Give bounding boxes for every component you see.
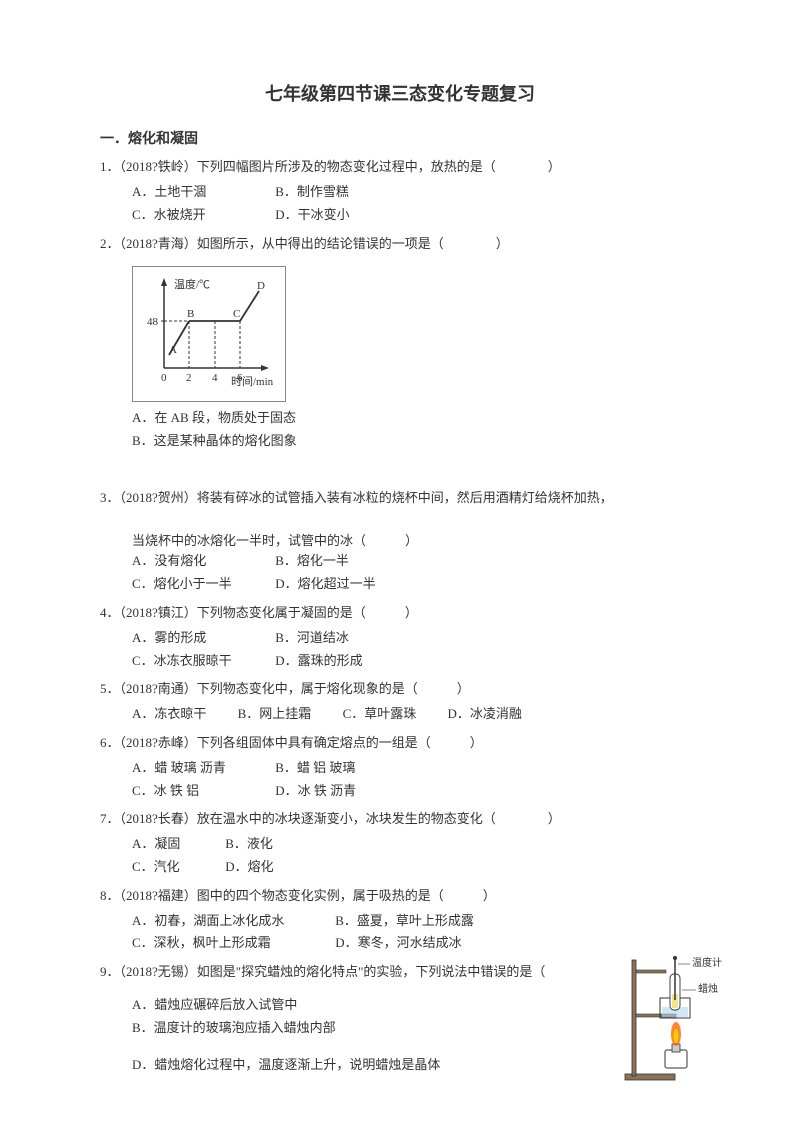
q9-text: 9．（2018?无锡）如图是"探究蜡烛的熔化特点"的实验，下列说法中错误的是（ — [100, 962, 700, 983]
q2-text: 2．（2018?青海）如图所示，从中得出的结论错误的一项是（ ） — [100, 234, 700, 255]
q6-option-a: A．蜡 玻璃 沥青 — [132, 758, 272, 779]
q7-option-c: C．汽化 — [132, 857, 222, 878]
question-4: 4．（2018?镇江）下列物态变化属于凝固的是（ ） A．雾的形成 B．河道结冰… — [100, 603, 700, 671]
q8-text: 8．（2018?福建）图中的四个物态变化实例，属于吸热的是（ ） — [100, 886, 700, 907]
question-7: 7．（2018?长春）放在温水中的冰块逐渐变小，冰块发生的物态变化（ ） A．凝… — [100, 809, 700, 877]
point-d: D — [257, 280, 265, 292]
q6-option-b: B．蜡 铝 玻璃 — [275, 760, 355, 775]
q9-option-a: A．蜡烛应碾碎后放入试管中 — [100, 995, 700, 1016]
q2-option-a: A．在 AB 段，物质处于固态 — [100, 408, 700, 429]
question-5: 5．（2018?南通）下列物态变化中，属于熔化现象的是（ ） A．冻衣晾干 B．… — [100, 679, 700, 725]
q3-text: 3．（2018?贺州）将装有碎冰的试管插入装有冰粒的烧杯中间，然后用酒精灯给烧杯… — [100, 488, 700, 509]
section-header: 一．熔化和凝固 — [100, 129, 700, 151]
q2-option-b: B．这是某种晶体的熔化图象 — [100, 431, 700, 452]
question-8: 8．（2018?福建）图中的四个物态变化实例，属于吸热的是（ ） A．初春，湖面… — [100, 886, 700, 954]
y-tick-48: 48 — [147, 316, 159, 328]
question-9: 9．（2018?无锡）如图是"探究蜡烛的熔化特点"的实验，下列说法中错误的是（ … — [100, 962, 700, 1075]
q1-text: 1．（2018?铁岭）下列四幅图片所涉及的物态变化过程中，放热的是（ ） — [100, 157, 700, 178]
q3-option-b: B．熔化一半 — [275, 553, 349, 568]
q5-option-b: B．网上挂霜 — [238, 704, 312, 725]
q5-option-a: A．冻衣晾干 — [132, 704, 206, 725]
q7-option-a: A．凝固 — [132, 834, 222, 855]
q6-option-d: D．冰 铁 沥青 — [275, 783, 356, 798]
question-2: 2．（2018?青海）如图所示，从中得出的结论错误的一项是（ ） 温度/℃ 时间… — [100, 234, 700, 452]
q4-text: 4．（2018?镇江）下列物态变化属于凝固的是（ ） — [100, 603, 700, 624]
x-tick-6: 6 — [237, 372, 243, 384]
q6-option-c: C．冰 铁 铝 — [132, 781, 272, 802]
q5-option-d: D．冰凌消融 — [447, 704, 521, 725]
point-c: C — [233, 308, 240, 320]
q6-text: 6．（2018?赤峰）下列各组固体中具有确定熔点的一组是（ ） — [100, 733, 700, 754]
q9-option-d: D．蜡烛熔化过程中，温度逐渐上升，说明蜡烛是晶体 — [100, 1055, 700, 1076]
q1-option-a: A．土地干涸 — [132, 182, 272, 203]
q3-option-a: A．没有熔化 — [132, 551, 272, 572]
q8-option-d: D．寒冬，河水结成冰 — [335, 935, 461, 950]
point-b: B — [187, 308, 194, 320]
q4-option-d: D．露珠的形成 — [275, 653, 362, 668]
q7-option-d: D．熔化 — [225, 859, 273, 874]
y-axis-label: 温度/℃ — [174, 277, 210, 291]
question-1: 1．（2018?铁岭）下列四幅图片所涉及的物态变化过程中，放热的是（ ） A．土… — [100, 157, 700, 225]
q7-option-b: B．液化 — [225, 836, 273, 851]
melting-graph: 温度/℃ 时间/min 48 0 2 4 6 A B C D — [132, 266, 286, 402]
q9-option-b: B．温度计的玻璃泡应插入蜡烛内部 — [100, 1018, 700, 1039]
x-tick-2: 2 — [186, 372, 192, 384]
page-title: 七年级第四节课三态变化专题复习 — [100, 80, 700, 109]
x-tick-0: 0 — [161, 372, 167, 384]
q5-text: 5．（2018?南通）下列物态变化中，属于熔化现象的是（ ） — [100, 679, 700, 700]
thermometer-label: 温度计 — [692, 956, 722, 969]
q8-option-b: B．盛夏，草叶上形成露 — [335, 913, 474, 928]
candle-label: 蜡烛 — [698, 982, 718, 995]
q7-text: 7．（2018?长春）放在温水中的冰块逐渐变小，冰块发生的物态变化（ ） — [100, 809, 700, 830]
x-tick-4: 4 — [212, 372, 218, 384]
q5-option-c: C．草叶露珠 — [343, 704, 417, 725]
q3-text2: 当烧杯中的冰熔化一半时，试管中的冰（ ） — [100, 531, 700, 552]
q1-option-b: B．制作雪糕 — [275, 184, 349, 199]
q8-option-c: C．深秋，枫叶上形成霜 — [132, 933, 332, 954]
question-6: 6．（2018?赤峰）下列各组固体中具有确定熔点的一组是（ ） A．蜡 玻璃 沥… — [100, 733, 700, 801]
point-a: A — [169, 344, 177, 356]
q4-option-c: C．冰冻衣服晾干 — [132, 651, 272, 672]
apparatus-diagram: 温度计 蜡烛 — [620, 952, 730, 1089]
q3-option-d: D．熔化超过一半 — [275, 576, 375, 591]
q8-option-a: A．初春，湖面上冰化成水 — [132, 911, 332, 932]
q1-option-c: C．水被烧开 — [132, 205, 272, 226]
q4-option-a: A．雾的形成 — [132, 628, 272, 649]
q4-option-b: B．河道结冰 — [275, 630, 349, 645]
question-3: 3．（2018?贺州）将装有碎冰的试管插入装有冰粒的烧杯中间，然后用酒精灯给烧杯… — [100, 488, 700, 595]
q3-option-c: C．熔化小于一半 — [132, 574, 272, 595]
q1-option-d: D．干冰变小 — [275, 207, 349, 222]
